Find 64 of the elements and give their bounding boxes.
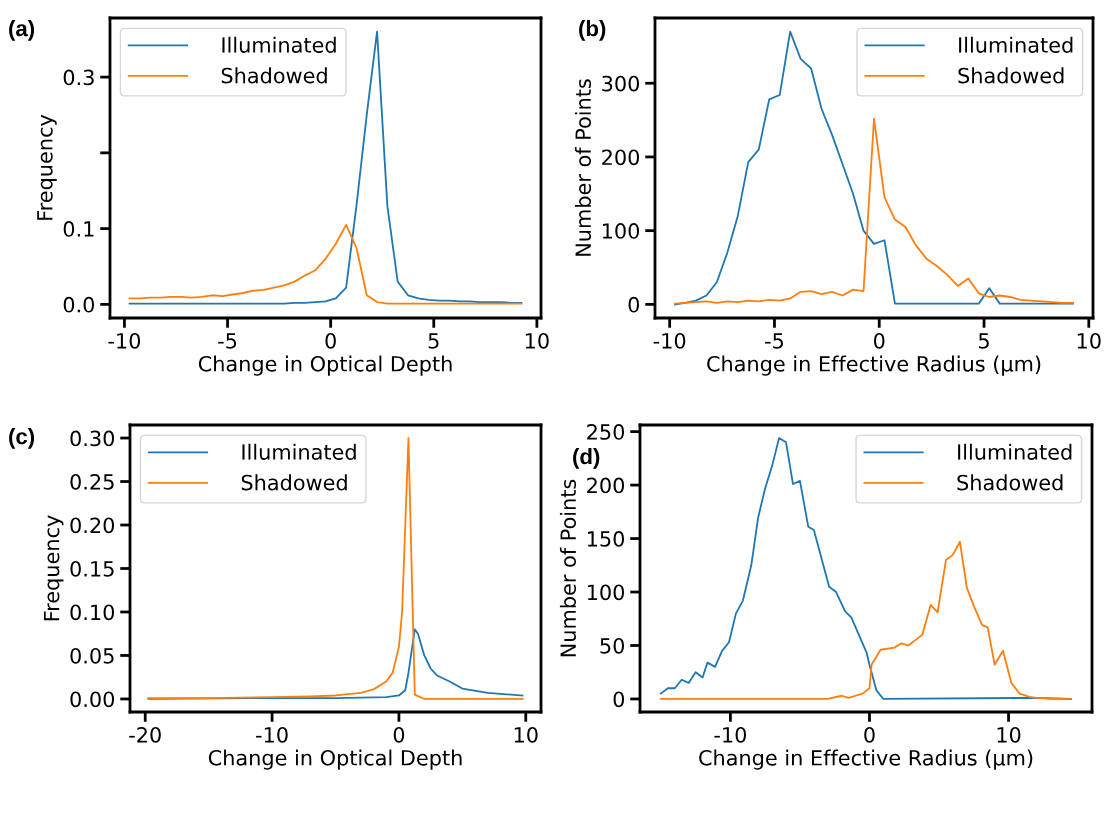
chart-title: (a) — [9, 20, 35, 41]
y-axis-title: Number of Points — [574, 79, 592, 256]
y-tick-label: 0 — [613, 691, 625, 708]
x-tick-label: 5 — [979, 333, 989, 349]
x-tick-label: -10 — [108, 332, 141, 349]
line-series — [674, 117, 1074, 305]
x-tick-label: -10 — [256, 726, 288, 743]
line-series — [128, 30, 523, 305]
line-series — [147, 628, 524, 700]
legend-label: Shadowed — [221, 67, 327, 84]
legend-label: Illuminated — [242, 443, 356, 460]
x-tick-label: -10 — [714, 726, 747, 743]
line-series — [128, 223, 523, 305]
y-tick-label: 50 — [600, 637, 625, 654]
x-axis-title: Change in Effective Radius (μm) — [699, 749, 1033, 770]
y-tick-label: 100 — [587, 584, 625, 601]
x-tick-label: 5 — [428, 333, 439, 349]
y-tick-label: 0.10 — [70, 604, 115, 621]
x-tick-label: -20 — [129, 726, 161, 743]
y-tick-label: 200 — [602, 149, 640, 166]
x-tick-label: -5 — [765, 333, 784, 349]
line-series — [147, 437, 524, 700]
x-tick-label: 10 — [525, 332, 549, 349]
y-tick-label: 0.1 — [63, 221, 94, 237]
y-tick-label: 0.30 — [70, 430, 115, 447]
y-tick-label: 0.0 — [63, 296, 95, 313]
y-tick-label: 0.00 — [70, 691, 115, 708]
x-tick-label: -5 — [218, 333, 237, 349]
x-tick-label: 0 — [873, 332, 885, 349]
y-tick-label: 100 — [602, 223, 640, 239]
x-tick-label: 0 — [325, 332, 336, 349]
x-axis-title: Change in Optical Depth — [208, 749, 462, 770]
x-tick-label: 10 — [1077, 332, 1101, 349]
line-series — [659, 540, 1073, 700]
legend-label: Shadowed — [957, 474, 1063, 491]
x-axis-title: Change in Optical Depth — [198, 355, 452, 376]
y-tick-label: 300 — [602, 75, 640, 92]
y-tick-label: 0 — [628, 296, 640, 313]
y-tick-label: 0.20 — [70, 517, 115, 534]
y-axis-title: Number of Points — [559, 479, 577, 657]
y-tick-label: 150 — [587, 531, 625, 547]
line-series — [674, 30, 1074, 306]
legend-label: Shadowed — [241, 474, 347, 491]
text: (d) — [573, 448, 600, 469]
legend-label: Illuminated — [958, 443, 1072, 460]
x-tick-label: 10 — [514, 726, 538, 743]
y-axis-title: Frequency — [37, 114, 57, 220]
x-tick-label: 10 — [997, 726, 1021, 743]
x-tick-label: -10 — [653, 332, 686, 349]
y-tick-label: 200 — [587, 477, 625, 494]
y-tick-label: 0.15 — [70, 560, 114, 577]
x-tick-label: 0 — [864, 726, 875, 743]
legend-label: Illuminated — [222, 36, 336, 53]
x-axis-title: Change in Effective Radius (μm) — [707, 355, 1041, 376]
chart-title: (b) — [579, 20, 606, 41]
y-tick-label: 0.25 — [70, 473, 114, 490]
y-tick-label: 0.05 — [70, 647, 114, 664]
y-tick-label: 250 — [587, 424, 625, 440]
legend-label: Shadowed — [958, 67, 1064, 84]
y-axis-title: Frequency — [43, 515, 64, 621]
legend-label: Illuminated — [959, 36, 1073, 53]
y-tick-label: 0.3 — [63, 69, 94, 86]
x-tick-label: 0 — [393, 726, 405, 743]
chart-title: (c) — [9, 428, 35, 449]
